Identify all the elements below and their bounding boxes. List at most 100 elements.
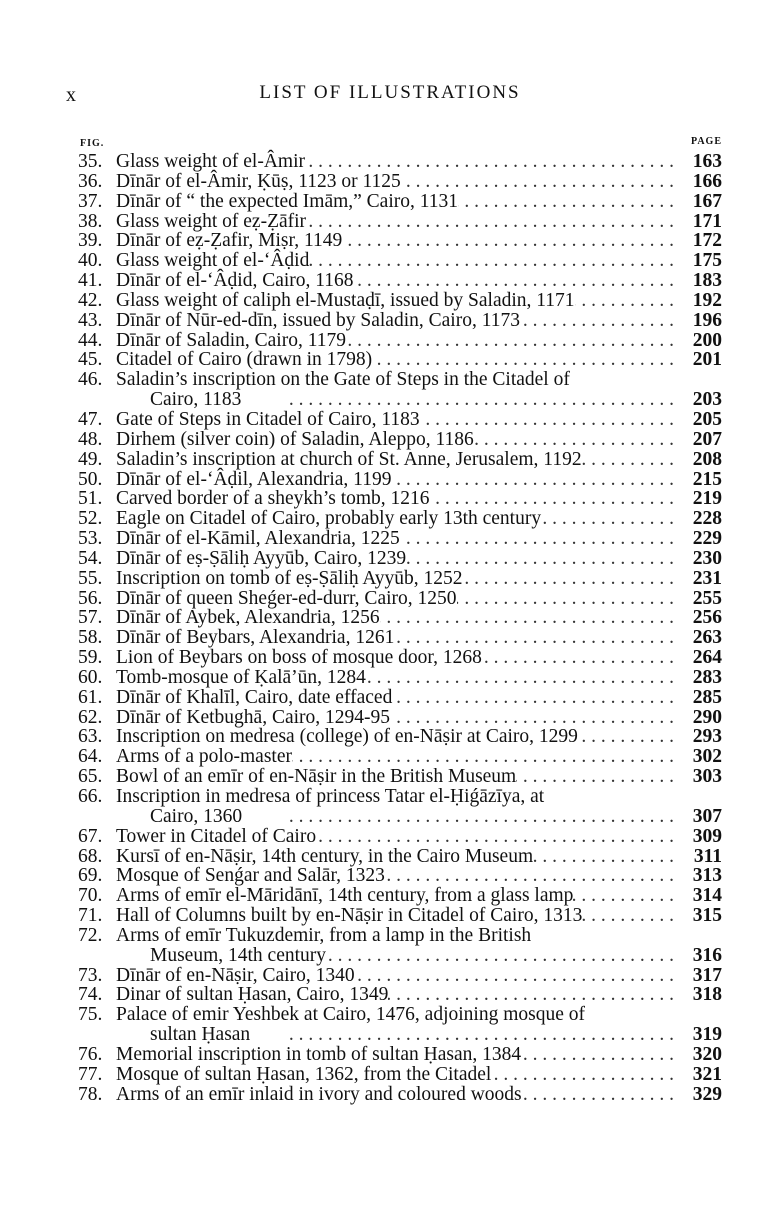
page-number: 290 — [692, 706, 722, 728]
figure-number: 56. — [78, 587, 103, 609]
list-item: 60. Tomb-mosque of Ḳalā’ūn, 1284 . . . . … — [78, 668, 722, 688]
figure-number: 66. — [78, 786, 103, 807]
list-item: 47. Gate of Steps in Citadel of Cairo, 11… — [78, 410, 722, 430]
dot-leader: . . . . . . . . . . . . . . . . . . . . … — [533, 846, 674, 867]
fig-column-label: FIG. — [80, 138, 105, 149]
dot-leader: . . . . . . . . . . . . . . . . . . . . … — [400, 529, 674, 549]
page-number: 167 — [692, 190, 722, 212]
page-number: 314 — [692, 885, 722, 907]
figure-caption: Dīnār of el-‘Âḍid, Cairo, 1168 — [116, 270, 354, 292]
figure-number: 54. — [78, 547, 103, 569]
figure-caption: Tomb-mosque of Ḳalā’ūn, 1284 — [116, 666, 366, 688]
list-item-continuation: sultan Ḥasan . . . . . . . . . . . . . .… — [78, 1025, 722, 1045]
figure-caption: Inscription on tomb of eṣ-Ṣāliḥ Ayyūb, 1… — [116, 567, 463, 589]
figure-number: 53. — [78, 528, 103, 550]
figure-caption: Arms of emīr el-Māridānī, 14th century, … — [116, 885, 574, 907]
figure-number: 55. — [78, 567, 103, 589]
figure-caption: Inscription in medresa of princess Tatar… — [116, 786, 545, 807]
dot-leader: . . . . . . . . . . . . . . . . . . . . … — [309, 251, 674, 272]
list-item-continuation: Cairo, 1360 . . . . . . . . . . . . . . … — [78, 805, 722, 827]
list-item: 72. Arms of emīr Tukuzdemir, from a lamp … — [78, 926, 722, 946]
figure-caption: Dīnār of Beybars, Alexandria, 1261 — [116, 627, 395, 649]
figure-number: 43. — [78, 309, 103, 331]
figure-number: 51. — [78, 488, 103, 510]
list-item: 52. Eagle on Citadel of Cairo, probably e… — [78, 509, 722, 529]
dot-leader: . . . . . . . . . . . . . . . . . . . . … — [430, 489, 674, 510]
dot-leader: . . . . . . . . . . . . . . . . . . . . … — [458, 191, 674, 212]
figure-caption: Memorial inscription in tomb of sultan Ḥ… — [116, 1043, 522, 1065]
figure-caption: Dirhem (silver coin) of Saladin, Aleppo,… — [116, 428, 474, 450]
page-number: 256 — [692, 607, 722, 629]
dot-leader: . . . . . . . . . . . . . . . . . . . . … — [390, 707, 674, 728]
figure-caption: Lion of Beybars on boss of mosque door, … — [116, 647, 482, 669]
list-item: 76. Memorial inscription in tomb of sulta… — [78, 1045, 722, 1065]
figure-caption: Glass weight of el-‘Âḍid — [116, 250, 310, 272]
figure-number: 49. — [78, 448, 103, 470]
list-item: 65. Bowl of an emīr of en-Nāṣir in the Br… — [78, 767, 722, 787]
figure-caption-continuation: Museum, 14th century — [150, 944, 327, 966]
figure-caption: Citadel of Cairo (drawn in 1798) — [116, 349, 373, 371]
figure-number: 50. — [78, 468, 103, 490]
page-folio: x — [66, 84, 76, 106]
figure-caption: Dīnār of “ the expected Imām,” Cairo, 11… — [116, 190, 459, 212]
list-item: 50. Dīnār of el-‘Âḍil, Alexandria, 1199 .… — [78, 468, 722, 490]
dot-leader: . . . . . . . . . . . . . . . . . . . . … — [491, 1064, 674, 1085]
figure-number: 68. — [78, 845, 103, 867]
page-number: 318 — [692, 984, 722, 1006]
dot-leader: . . . . . . . . . . . . . . . . . . . . … — [578, 727, 674, 748]
figure-number: 37. — [78, 190, 103, 212]
figure-caption: Palace of emir Yeshbek at Cairo, 1476, a… — [116, 1004, 585, 1026]
page-number: 203 — [692, 389, 722, 411]
list-item: 35. Glass weight of el-Âmir . . . . . . .… — [78, 152, 722, 172]
figure-caption: Dīnār of Aybek, Alexandria, 1256 — [116, 607, 380, 629]
dot-leader: . . . . . . . . . . . . . . . . . . . . … — [581, 449, 674, 470]
page-number: 320 — [692, 1043, 722, 1065]
list-item: 44. Dīnār of Saladin, Cairo, 1179 . . . .… — [78, 330, 722, 351]
list-item: 41. Dīnār of el-‘Âḍid, Cairo, 1168 . . . … — [78, 271, 722, 291]
figure-number: 38. — [78, 210, 103, 232]
dot-leader: . . . . . . . . . . . . . . . . . . . . … — [457, 588, 674, 609]
dot-leader: . . . . . . . . . . . . . . . . . . . . … — [372, 350, 674, 371]
figure-number: 71. — [78, 905, 103, 927]
figure-number: 64. — [78, 746, 103, 768]
list-item: 57. Dīnār of Aybek, Alexandria, 1256 . . … — [78, 608, 722, 628]
figure-number: 57. — [78, 607, 103, 629]
dot-leader: . . . . . . . . . . . . . . . . . . . . … — [391, 469, 674, 490]
figure-number: 60. — [78, 666, 103, 688]
list-item: 73. Dīnār of en-Nāṣir, Cairo, 1340 . . . … — [78, 965, 722, 986]
figure-caption: Dīnār of Nūr-ed-dīn, issued by Saladin, … — [116, 309, 520, 331]
figure-caption: Mosque of Senǵar and Salār, 1323 — [116, 865, 385, 887]
figure-number: 52. — [78, 508, 103, 530]
dot-leader: . . . . . . . . . . . . . . . . . . . . … — [394, 628, 674, 649]
figure-caption: Hall of Columns built by en-Nāṣir in Cit… — [116, 905, 583, 927]
dot-leader: . . . . . . . . . . . . . . . . . . . . … — [380, 608, 674, 629]
page-number: 231 — [692, 567, 722, 589]
figure-caption: Dīnār of Khalīl, Cairo, date effaced — [116, 686, 393, 708]
figure-caption: Carved border of a sheykh’s tomb, 1216 — [116, 488, 430, 510]
list-item: 51. Carved border of a sheykh’s tomb, 121… — [78, 489, 722, 509]
dot-leader: . . . . . . . . . . . . . . . . . . . . … — [288, 390, 674, 410]
dot-leader: . . . . . . . . . . . . . . . . . . . . … — [516, 767, 674, 787]
figure-caption-continuation: sultan Ḥasan — [150, 1024, 251, 1046]
figure-number: 48. — [78, 428, 103, 450]
list-item: 77. Mosque of sultan Ḥasan, 1362, from th… — [78, 1063, 722, 1085]
figure-caption-continuation: Cairo, 1360 — [150, 805, 243, 827]
figure-number: 78. — [78, 1083, 103, 1105]
figure-caption: Dīnār of eẓ-Ẓafir, Miṣr, 1149 — [116, 230, 343, 252]
list-item: 74. Dinar of sultan Ḥasan, Cairo, 1349 . … — [78, 985, 722, 1005]
dot-leader: . . . . . . . . . . . . . . . . . . . . … — [366, 667, 674, 688]
list-item: 63. Inscription on medresa (college) of e… — [78, 727, 722, 747]
figure-caption: Arms of emīr Tukuzdemir, from a lamp in … — [116, 924, 532, 946]
page-number: 309 — [692, 825, 722, 847]
page-number: 228 — [692, 508, 722, 530]
figure-caption: Arms of an emīr inlaid in ivory and colo… — [116, 1083, 522, 1105]
list-item: 37. Dīnār of “ the expected Imām,” Cairo,… — [78, 190, 722, 212]
figure-number: 72. — [78, 924, 103, 946]
page-number: 201 — [692, 349, 722, 371]
dot-leader: . . . . . . . . . . . . . . . . . . . . … — [573, 886, 674, 907]
page-number: 321 — [692, 1063, 722, 1085]
page-number: 285 — [692, 686, 722, 708]
dot-leader: . . . . . . . . . . . . . . . . . . . . … — [406, 548, 674, 569]
figure-caption: Dinar of sultan Ḥasan, Cairo, 1349 — [116, 984, 389, 1006]
figure-number: 76. — [78, 1043, 103, 1065]
